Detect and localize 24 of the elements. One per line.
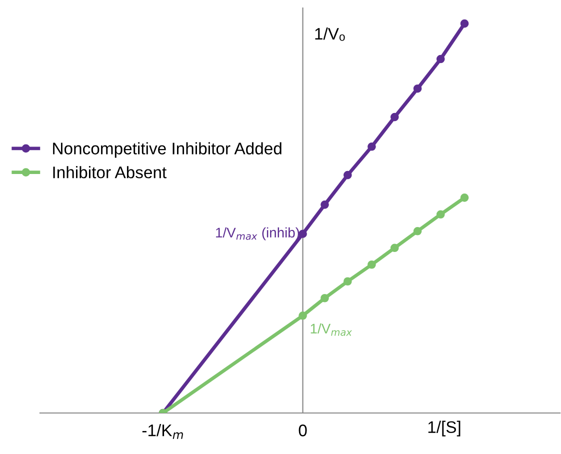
point [460,19,469,28]
point [413,226,422,236]
point [344,170,352,180]
point [368,142,376,151]
point [436,210,445,219]
point [390,244,399,252]
point [413,84,422,93]
point [298,311,307,320]
point [298,230,307,238]
point [344,277,352,286]
point [368,260,376,269]
point [436,54,445,64]
point [320,294,329,302]
point [460,193,469,202]
point [320,200,329,209]
point [390,112,399,122]
annotation: 1/V$_{max}$ [310,323,352,336]
x-tick-label: -1/K$_{m}$ [142,424,183,439]
legend-label: Inhibitor Absent [53,166,167,178]
x-tick-label: 0 [298,424,307,436]
annotation: 1/V$_{max}$ (inhib) [216,227,300,240]
x-axis-title: 1/[S] [428,420,460,436]
y-axis-title: 1/Vₒ [315,27,345,41]
legend-label: Noncompetitive Inhibitor Added [53,142,282,158]
